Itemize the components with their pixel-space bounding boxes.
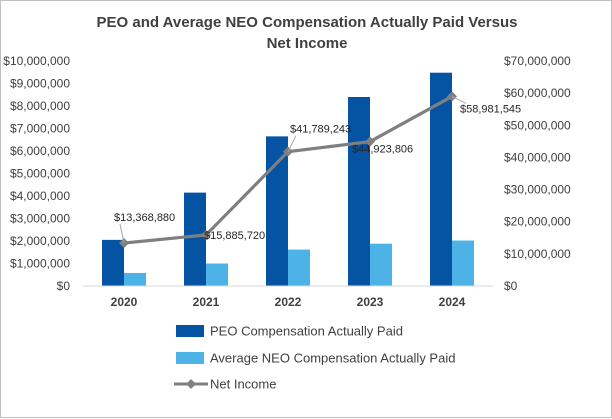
neo-bar-2021 (206, 263, 228, 286)
left-tick-label-0: $0 (57, 279, 71, 293)
chart-title-line-2: Net Income (267, 35, 348, 52)
left-axis: $0 $1,000,000 $2,000,000 $3,000,000 $4,000,0… (3, 54, 70, 293)
left-tick-label-6: $6,000,000 (10, 144, 70, 158)
left-tick-label-2: $2,000,000 (10, 234, 70, 248)
chart-title-line-1: PEO and Average NEO Compensation Actuall… (97, 14, 518, 31)
right-tick-label-1: $10,000,000 (504, 247, 571, 261)
right-tick-label-5: $50,000,000 (504, 118, 571, 132)
x-axis: 2020 2021 2022 2023 2024 (111, 295, 466, 309)
neo-bar-2023 (370, 243, 392, 286)
peo-bar-2020 (102, 239, 124, 286)
legend-swatch-0 (176, 325, 204, 337)
legend-marker-swatch (186, 379, 196, 389)
left-tick-label-9: $9,000,000 (10, 77, 70, 91)
right-tick-label-4: $40,000,000 (504, 150, 571, 164)
legend-label-2: Net Income (210, 377, 276, 392)
neo-bar-2022 (288, 249, 310, 286)
legend-swatch-1 (176, 352, 204, 364)
legend: PEO Compensation Actually Paid Average NE… (174, 324, 455, 392)
net-income-marker-2021 (201, 229, 211, 240)
net-income-data-label-2021: $15,885,720 (204, 230, 265, 242)
data-label-leader-2020 (119, 223, 125, 244)
legend-label-1: Average NEO Compensation Actually Paid (210, 351, 455, 366)
data-label-leader-2024 (451, 95, 467, 104)
x-tick-label-2022: 2022 (275, 295, 302, 309)
data-labels-group: $13,368,880 $15,885,720 $41,789,243$44,923… (114, 95, 521, 244)
x-tick-label-2024: 2024 (439, 295, 466, 309)
net-income-marker-2023 (365, 136, 375, 147)
net-income-data-label-2024: $58,981,545 (460, 103, 521, 115)
x-tick-label-2021: 2021 (193, 295, 220, 309)
left-tick-label-7: $7,000,000 (10, 122, 70, 136)
net-income-data-label-2023: $44,923,806 (352, 144, 413, 156)
peo-bar-2024 (430, 72, 452, 286)
peo-bar-2022 (266, 136, 288, 286)
left-tick-label-1: $1,000,000 (10, 257, 70, 271)
data-label-leader-2022 (287, 135, 297, 152)
right-axis: $0 $10,000,000 $20,000,000 $30,000,000 $40,0… (504, 54, 571, 293)
right-tick-label-3: $30,000,000 (504, 183, 571, 197)
left-tick-label-3: $3,000,000 (10, 212, 70, 226)
left-tick-label-5: $5,000,000 (10, 167, 70, 181)
left-tick-label-8: $8,000,000 (10, 99, 70, 113)
bars-group (102, 72, 474, 286)
right-tick-label-6: $60,000,000 (504, 86, 571, 100)
net-income-data-label-2020: $13,368,880 (114, 212, 175, 224)
net-income-data-label-2022: $41,789,243 (290, 124, 351, 136)
right-tick-label-0: $0 (504, 279, 518, 293)
left-tick-label-4: $4,000,000 (10, 189, 70, 203)
right-tick-label-7: $70,000,000 (504, 54, 571, 68)
legend-label-0: PEO Compensation Actually Paid (210, 324, 403, 339)
peo-bar-2023 (348, 97, 370, 286)
neo-bar-2020 (124, 272, 146, 286)
x-tick-label-2023: 2023 (357, 295, 384, 309)
left-tick-label-10: $10,000,000 (3, 54, 70, 68)
x-tick-label-2020: 2020 (111, 295, 138, 309)
neo-bar-2024 (452, 240, 474, 286)
right-tick-label-2: $20,000,000 (504, 215, 571, 229)
peo-bar-2021 (184, 192, 206, 286)
